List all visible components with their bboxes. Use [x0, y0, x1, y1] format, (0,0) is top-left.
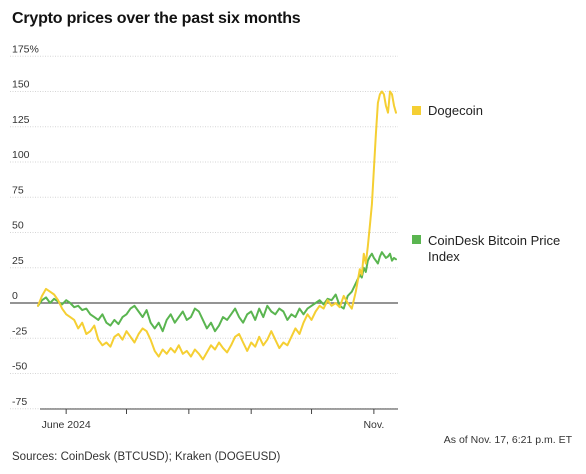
dogecoin-line — [37, 90, 397, 361]
y-tick-label: 50 — [12, 220, 24, 232]
legend-swatch-bitcoin — [412, 235, 421, 244]
bitcoin-line — [37, 251, 397, 333]
y-tick-label: 125 — [12, 114, 30, 126]
timestamp-note: As of Nov. 17, 6:21 p.m. ET — [443, 434, 572, 446]
chart-title: Crypto prices over the past six months — [12, 10, 301, 27]
source-note: Sources: CoinDesk (BTCUSD); Kraken (DOGE… — [12, 451, 281, 463]
y-tick-label: -50 — [12, 361, 27, 373]
y-tick-label: -75 — [12, 396, 27, 408]
x-axis: June 2024 Nov. — [40, 408, 398, 431]
legend-label-dogecoin: Dogecoin — [428, 103, 483, 118]
legend-label-bitcoin: Index — [428, 249, 460, 264]
y-axis-labels: 175% 150 125 100 75 50 25 0 -25 -50 -75 — [12, 43, 39, 408]
y-tick-label: 100 — [12, 149, 30, 161]
y-tick-label: 175% — [12, 43, 39, 55]
series-lines — [37, 90, 397, 361]
y-tick-label: 150 — [12, 79, 30, 91]
legend-swatch-dogecoin — [412, 106, 421, 115]
y-tick-label: 75 — [12, 184, 24, 196]
y-tick-label: -25 — [12, 325, 27, 337]
y-tick-label: 25 — [12, 255, 24, 267]
x-tick-label: Nov. — [363, 419, 384, 431]
legend-label-bitcoin: CoinDesk Bitcoin Price — [428, 233, 560, 248]
x-tick-label: June 2024 — [42, 419, 91, 431]
y-tick-label: 0 — [12, 290, 18, 302]
